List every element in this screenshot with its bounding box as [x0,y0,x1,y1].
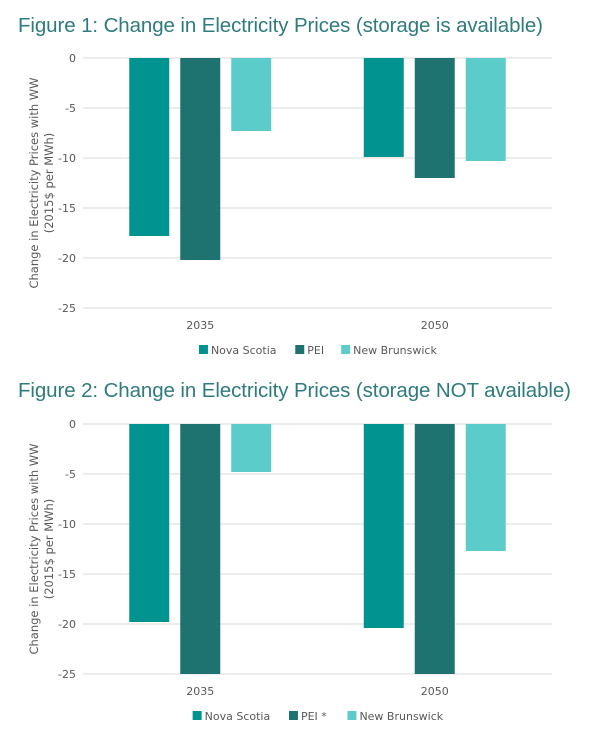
chart1-x-tick-label: 2050 [421,319,449,332]
chart1-y-tick-label: -15 [58,202,76,215]
chart2-legend-swatch [288,711,298,720]
chart1-y-axis-label: Change in Electricity Prices with WW [27,77,41,288]
chart2-bar-novascotia-2035 [129,424,170,622]
chart2-legend-label: PEI * [301,710,327,723]
chart1-y-tick-label: -5 [65,102,76,115]
chart1-y-tick-label: -25 [58,302,76,315]
chart1-bar-novascotia-2035 [129,58,170,236]
chart1-legend-swatch [198,345,208,354]
chart1-y-tick-label: 0 [69,52,76,65]
chart1-legend-label: New Brunswick [353,344,437,357]
chart2-y-tick-label: 0 [69,418,76,431]
chart2-y-tick-label: -15 [58,568,76,581]
chart1-bar-pei-2035 [180,58,221,260]
chart1-bar-novascotia-2050 [363,58,404,157]
chart1-bar-newbrunswick-2050 [465,58,506,161]
chart2-y-axis-label: (2015$ per MWh) [42,499,56,600]
chart1-legend-swatch [295,345,305,354]
chart2-legend-label: New Brunswick [359,710,443,723]
chart2-bar-pei-2050 [414,424,455,674]
chart2-y-axis-label: Change in Electricity Prices with WW [27,443,41,654]
chart2-y-tick-label: -10 [58,518,76,531]
chart1-x-tick-label: 2035 [186,319,214,332]
chart2-bar-novascotia-2050 [363,424,404,628]
chart1-y-tick-label: -10 [58,152,76,165]
chart2-legend-label: Nova Scotia [205,710,271,723]
figure-1-title: Figure 1: Change in Electricity Prices (… [18,14,543,37]
chart1-y-axis-label: (2015$ per MWh) [42,133,56,234]
chart2-bar-newbrunswick-2050 [465,424,506,551]
chart1-bar-newbrunswick-2035 [231,58,272,131]
figure-1-chart: 0 -5 -10 -15 -20 -25 Change in Electricity Pri… [27,52,552,357]
figure-2-title: Figure 2: Change in Electricity Prices (… [18,379,571,402]
chart1-legend-label: Nova Scotia [211,344,277,357]
chart2-legend-swatch [347,711,357,720]
chart2-y-tick-label: -25 [58,668,76,681]
chart1-bar-pei-2050 [414,58,455,178]
chart1-y-tick-label: -20 [58,252,76,265]
chart2-legend-swatch [192,711,202,720]
chart2-y-tick-label: -20 [58,618,76,631]
chart1-legend-swatch [341,345,351,354]
chart2-y-tick-label: -5 [65,468,76,481]
chart2-x-tick-label: 2035 [186,685,214,698]
chart1-legend-label: PEI [307,344,324,357]
chart2-x-tick-label: 2050 [421,685,449,698]
chart2-bar-pei-2035 [180,424,221,674]
chart2-bar-newbrunswick-2035 [231,424,272,472]
